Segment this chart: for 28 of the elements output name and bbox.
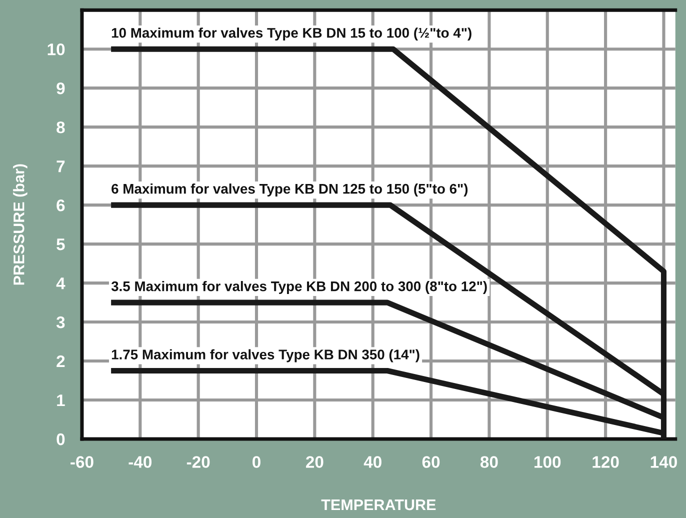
x-tick-label: 40 — [364, 456, 382, 468]
y-tick-label: 2 — [56, 355, 65, 368]
y-tick-label: 8 — [56, 121, 65, 134]
y-tick-label: 3 — [56, 316, 65, 328]
x-axis-title: TEMPERATURE — [321, 500, 436, 510]
y-tick-label: 5 — [56, 238, 65, 250]
annotation: 10 Maximum for valves Type KB DN 15 to 100 (½"to 4") — [112, 28, 472, 41]
x-tick-label: -40 — [128, 456, 152, 468]
annotation: 1.75 Maximum for valves Type KB DN 350 (14") — [112, 349, 420, 362]
annotation: 6 Maximum for valves Type KB DN 125 to 150 (5"to 6") — [112, 184, 468, 196]
y-tick-label: 10 — [48, 43, 65, 56]
y-tick-label: 1 — [57, 394, 65, 406]
y-tick-label: 6 — [56, 199, 65, 212]
x-tick-label: 80 — [480, 456, 498, 468]
x-tick-label: -20 — [186, 456, 210, 468]
y-tick-label: 0 — [56, 433, 65, 446]
x-tick-label: 140 — [650, 456, 677, 468]
x-tick-label: 20 — [306, 456, 324, 468]
y-tick-label: 4 — [56, 278, 66, 290]
x-tick-label: 60 — [422, 456, 440, 468]
x-tick-label: 0 — [252, 456, 260, 468]
x-tick-label: 120 — [592, 456, 619, 468]
y-axis-title: PRESSURE (bar) — [13, 164, 28, 285]
x-tick-label: 100 — [534, 456, 561, 468]
x-tick-label: -60 — [70, 456, 94, 468]
y-tick-label: 9 — [56, 82, 65, 94]
y-tick-label: 7 — [56, 160, 65, 172]
annotation: 3.5 Maximum for valves Type KB DN 200 to 300 (8"to 12") — [111, 281, 487, 294]
